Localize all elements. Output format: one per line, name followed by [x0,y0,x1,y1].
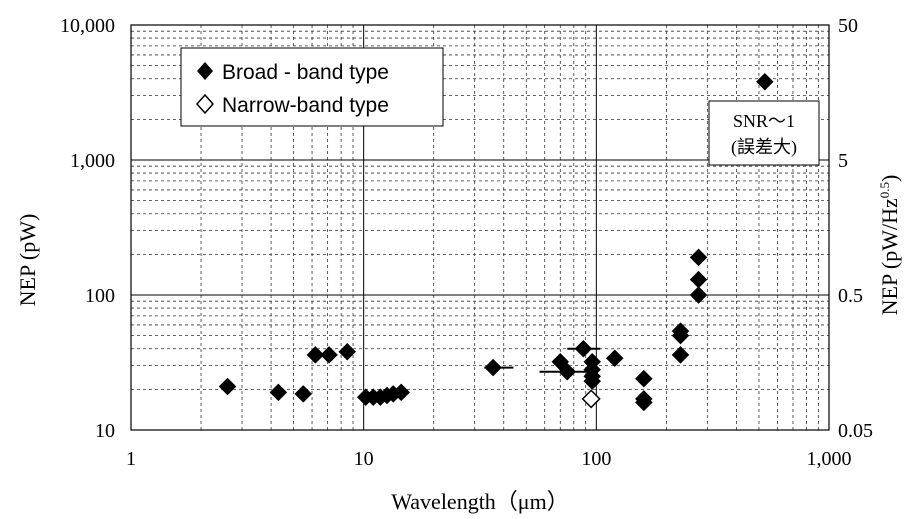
y-left-tick-label: 100 [85,285,115,307]
annotation-box: SNR～1 (誤差大) [708,100,820,166]
y-right-axis-title-exponent: 0.5 [877,182,892,198]
data-point-broad-band [574,339,593,358]
legend-box [180,47,444,127]
y-left-axis-title: NEP (pW) [15,214,40,307]
legend-label-broad-band: Broad - band type [222,61,389,84]
data-point-broad-band [338,342,357,361]
x-tick-labels: 1 10 100 1,000 [126,448,852,470]
y-right-tick-label: 0.5 [838,285,863,307]
data-point-broad-band [294,385,313,403]
y-left-tick-labels: 10 100 1,000 10,000 [60,15,115,442]
legend-marker-broad-band [197,62,213,80]
data-point-broad-band [484,358,502,377]
y-right-tick-labels: 0.05 0.5 5 50 [838,15,873,442]
data-point-broad-band [583,372,602,391]
data-point-narrow-band [581,389,601,409]
data-point-broad-band [689,270,708,289]
data-point-broad-band [671,346,690,364]
y-right-tick-label: 50 [838,15,858,37]
x-tick-label: 10 [354,448,374,470]
data-point-broad-band [689,248,708,267]
y-right-tick-label: 5 [838,150,848,172]
data-point-broad-band [306,346,325,364]
x-axis-title: Wavelength（μm） [391,489,568,514]
legend: Broad - band type Narrow-band type [180,47,444,127]
data-point-broad-band [755,72,774,91]
data-point-broad-band [269,383,288,402]
y-right-axis-title: NEP (pW/Hz0.5) [877,175,902,316]
y-right-tick-label: 0.05 [838,420,873,442]
data-point-broad-band [605,349,624,368]
legend-marker-narrow-band [195,93,215,115]
annotation-line-2: (誤差大) [731,137,797,158]
data-point-broad-band [320,346,338,364]
annotation-frame [708,100,820,166]
data-point-broad-band [392,383,411,402]
legend-label-narrow-band: Narrow-band type [222,94,389,117]
plot-area-frame [130,24,830,431]
y-left-tick-label: 10 [95,420,115,442]
data-markers [218,72,774,412]
y-left-tick-label: 1,000 [70,150,115,172]
x-tick-label: 100 [581,448,611,470]
data-point-broad-band [689,286,708,304]
annotation-line-1: SNR～1 [733,111,795,131]
y-right-axis-title-close: ) [877,175,902,182]
data-point-broad-band [558,362,577,381]
data-point-broad-band [671,326,690,345]
data-point-broad-band [634,393,653,412]
x-tick-label: 1,000 [807,448,852,470]
y-right-axis-title-main: NEP (pW/Hz [877,198,902,315]
y-left-tick-label: 10,000 [60,15,115,37]
data-point-broad-band [218,377,237,396]
x-tick-label: 1 [126,448,136,470]
data-point-broad-band [634,369,653,388]
